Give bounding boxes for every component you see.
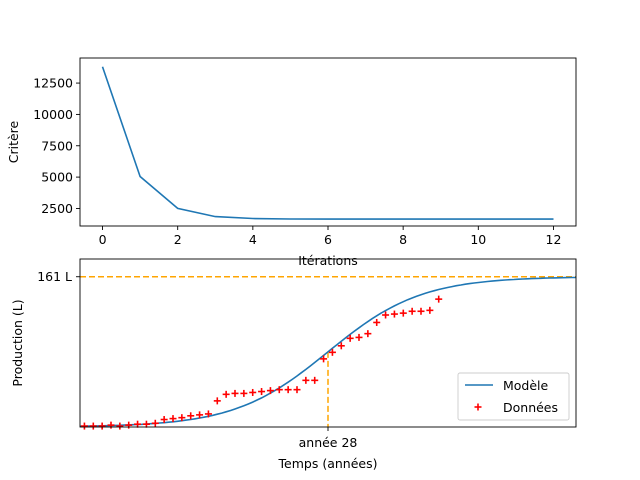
criterion-line (101, 66, 554, 220)
top-x-tick-label: 0 (99, 232, 107, 247)
bottom-ticks (76, 276, 329, 431)
bottom-x-axis-label: Temps (années) (278, 456, 378, 471)
data-point (417, 307, 425, 315)
model-curve (79, 276, 576, 428)
legend-data-label: Données (503, 400, 558, 415)
data-point (408, 307, 416, 315)
top-x-tick-label: 6 (324, 232, 332, 247)
bottom-y-axis-label: Production (L) (10, 299, 25, 386)
data-point (240, 389, 248, 397)
legend-model-label: Modèle (503, 378, 549, 393)
data-point (169, 415, 177, 423)
top-x-tick-label: 10 (470, 232, 486, 247)
top-y-tick-label: 2500 (41, 201, 73, 216)
data-point (346, 334, 354, 342)
top-x-tick-label: 8 (399, 232, 407, 247)
data-point (399, 309, 407, 317)
data-point (311, 376, 319, 384)
data-point (187, 412, 195, 420)
data-point (435, 295, 443, 303)
top-plot-frame (79, 57, 577, 227)
data-point (107, 421, 115, 429)
data-point (204, 410, 212, 418)
reference-lines (80, 275, 576, 427)
data-point (302, 376, 310, 384)
top-y-axis-label: Critère (6, 120, 21, 163)
data-point (337, 342, 345, 350)
data-point (134, 420, 142, 428)
data-point (275, 386, 283, 394)
data-point (196, 411, 204, 419)
data-point (249, 388, 257, 396)
data-point (373, 318, 381, 326)
data-point (89, 422, 97, 430)
data-point (80, 422, 88, 430)
legend: Modèle Données (457, 372, 570, 421)
model-line (79, 276, 576, 428)
data-point (284, 386, 292, 394)
top-x-tick-label: 2 (174, 232, 182, 247)
production-chart: année 28 161 L Temps (années) Production… (10, 258, 577, 471)
data-point (266, 387, 274, 395)
top-x-axis-label: Itérations (298, 253, 358, 268)
data-point (320, 355, 328, 363)
top-x-tick-label: 4 (249, 232, 257, 247)
data-point (222, 390, 230, 398)
top-series (101, 66, 554, 220)
data-point (125, 421, 133, 429)
data-point (178, 414, 186, 422)
legend-data-swatch (474, 403, 482, 411)
data-point (142, 420, 150, 428)
data-point (364, 330, 372, 338)
data-point (382, 311, 390, 319)
data-points (80, 295, 443, 430)
data-point (293, 386, 301, 394)
top-x-ticks: 0 2 4 6 8 10 12 (99, 226, 562, 247)
data-point (116, 422, 124, 430)
data-point (426, 306, 434, 314)
data-point (355, 333, 363, 341)
data-point (258, 388, 266, 396)
top-y-ticks: 2500 5000 7500 10000 12500 (33, 76, 80, 216)
data-point (160, 416, 168, 424)
data-point (328, 348, 336, 356)
data-point (98, 422, 106, 430)
criterion-chart: 0 2 4 6 8 10 12 2500 5000 7500 10000 12500 Itérati… (6, 57, 577, 268)
top-y-tick-label: 7500 (41, 138, 73, 153)
data-point (390, 310, 398, 318)
data-point (151, 419, 159, 427)
bottom-x-tick-label: année 28 (299, 435, 358, 450)
top-y-tick-label: 12500 (33, 76, 73, 91)
top-y-tick-label: 5000 (41, 170, 73, 185)
bottom-y-tick-label: 161 L (37, 269, 72, 284)
top-y-tick-label: 10000 (33, 107, 73, 122)
top-x-tick-label: 12 (546, 232, 562, 247)
data-point (231, 389, 239, 397)
data-point (213, 397, 221, 405)
